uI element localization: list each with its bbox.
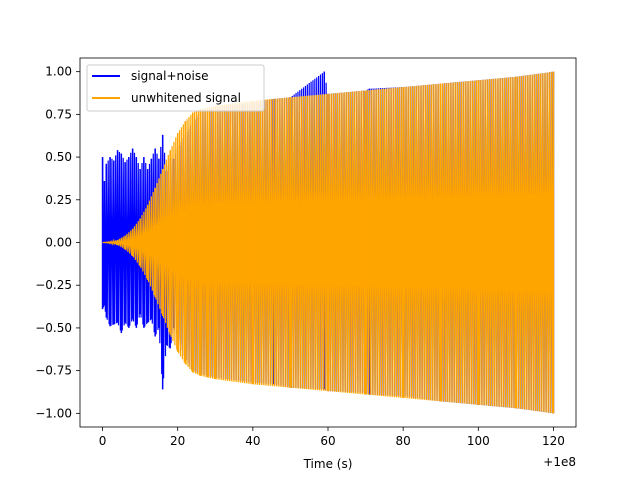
y-tick-label: −0.25	[35, 278, 72, 292]
y-tick-label: −0.75	[35, 364, 72, 378]
y-tick-label: −1.00	[35, 406, 72, 420]
x-tick-label: 0	[99, 434, 107, 448]
x-tick-label: 80	[396, 434, 411, 448]
y-tick-label: 0.75	[45, 107, 72, 121]
legend: signal+noise unwhitened signal	[86, 64, 265, 112]
x-tick-label: 120	[542, 434, 565, 448]
legend-label-signal-noise: signal+noise	[131, 69, 208, 83]
y-tick-label: 0.25	[45, 193, 72, 207]
x-offset-label: +1e8	[543, 455, 576, 469]
plot-area	[101, 71, 555, 414]
legend-label-unwhitened-signal: unwhitened signal	[131, 91, 241, 105]
series-unwhitened-signal	[102, 71, 555, 414]
x-tick-label: 40	[245, 434, 260, 448]
y-tick-label: 0.00	[45, 236, 72, 250]
legend-box	[86, 64, 265, 112]
y-axis: −1.00 −0.75 −0.50 −0.25 0.00 0.25 0.50 0.75 1.00	[35, 65, 80, 420]
x-axis-label: Time (s)	[303, 457, 353, 471]
y-tick-label: −0.50	[35, 321, 72, 335]
y-tick-label: 0.50	[45, 150, 72, 164]
series-layer	[101, 71, 555, 414]
x-tick-label: 20	[170, 434, 185, 448]
x-tick-label: 60	[320, 434, 335, 448]
y-tick-label: 1.00	[45, 65, 72, 79]
x-axis: 0 20 40 60 80 100 120	[99, 427, 565, 448]
x-tick-label: 100	[467, 434, 490, 448]
